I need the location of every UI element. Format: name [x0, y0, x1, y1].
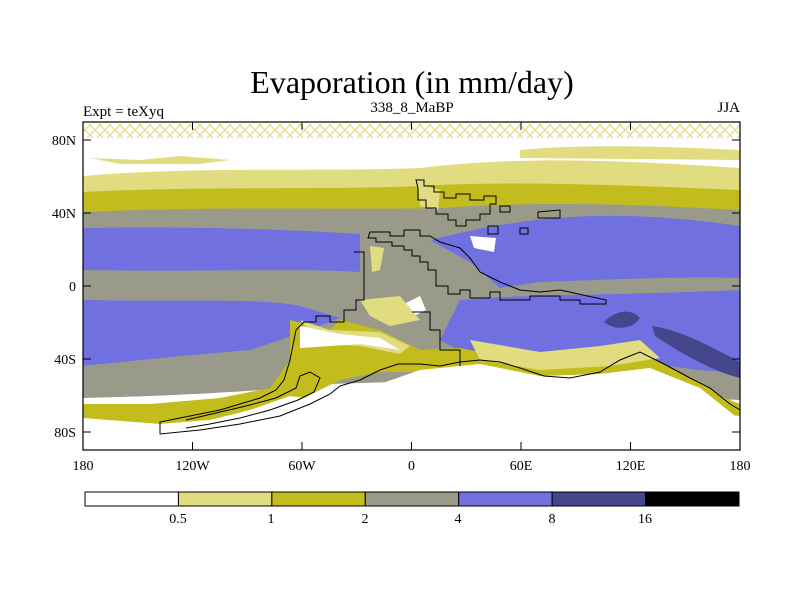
colorbar-label: 8: [549, 512, 556, 527]
lat-tick-label: 80N: [52, 134, 76, 149]
plot-title: Evaporation (in mm/day): [250, 64, 573, 100]
lon-tick-label: 120E: [616, 459, 646, 474]
coastlines: [159, 179, 740, 435]
lon-tick-label: 60E: [510, 459, 533, 474]
colorbar-swatch: [551, 491, 647, 507]
latitude-labels: 80N 40N 0 40S 80S: [52, 134, 76, 441]
longitude-labels: 180 120W 60W 0 60E 120E 180: [73, 459, 751, 474]
experiment-label: Expt = teXyq: [83, 104, 164, 120]
south-land-white: [300, 326, 400, 350]
arctic-hatch: [83, 124, 740, 138]
lat-tick-label: 40N: [52, 207, 76, 222]
lat-tick-label: 40S: [54, 353, 76, 368]
band-blue-north: [83, 227, 360, 272]
colorbar-swatch: [177, 491, 273, 507]
lat-tick-label: 0: [69, 280, 76, 295]
tick-marks: [83, 122, 740, 450]
lat-tick-label: 80S: [54, 426, 76, 441]
colorbar-label: 0.5: [169, 512, 187, 527]
colorbar-label: 1: [268, 512, 275, 527]
colorbar-label: 16: [638, 512, 652, 527]
colorbar-label: 2: [362, 512, 369, 527]
colorbar-swatch: [364, 491, 460, 507]
lon-tick-label: 60W: [288, 459, 316, 474]
south-continent-fill: [83, 320, 740, 424]
evaporation-field: [83, 122, 740, 450]
colorbar-swatch: [271, 491, 366, 507]
lon-tick-label: 120W: [175, 459, 210, 474]
lon-tick-label: 0: [408, 459, 415, 474]
lon-tick-label: 180: [73, 459, 94, 474]
season-label: JJA: [717, 100, 740, 116]
lon-tick-label: 180: [730, 459, 751, 474]
colorbar-swatch: [84, 491, 179, 507]
period-label: 338_8_MaBP: [370, 100, 453, 116]
colorbar-swatch: [645, 491, 740, 507]
colorbar-swatch: [458, 491, 553, 507]
patch-dark-blue: [604, 311, 640, 328]
colorbar-label: 4: [455, 512, 462, 527]
colorbar: [84, 491, 740, 507]
band-blue-south: [83, 300, 340, 366]
colorbar-labels: 0.5 1 2 4 8 16: [169, 512, 652, 527]
